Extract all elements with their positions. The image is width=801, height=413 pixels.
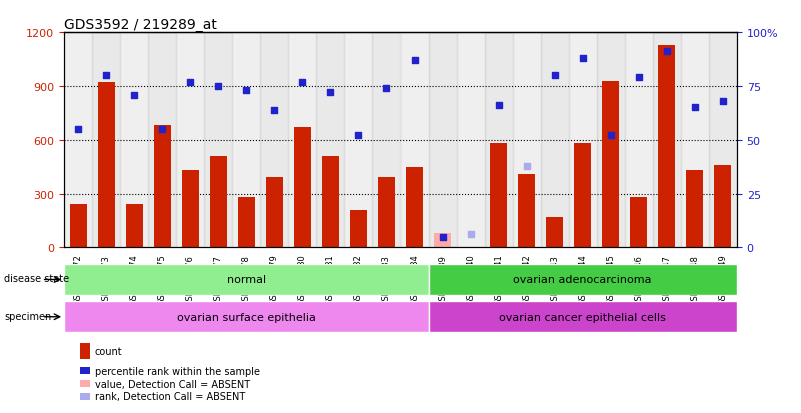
Bar — [546, 217, 563, 248]
Point — [72, 126, 85, 133]
Bar — [232, 33, 260, 248]
Point — [660, 49, 673, 56]
Text: value, Detection Call = ABSENT: value, Detection Call = ABSENT — [95, 379, 250, 389]
Point — [99, 73, 112, 79]
Point — [604, 133, 617, 140]
Bar — [92, 33, 120, 248]
Point — [464, 232, 477, 238]
Point — [520, 163, 533, 169]
Bar — [630, 198, 647, 248]
Bar — [210, 157, 227, 248]
Bar — [70, 205, 87, 248]
Bar — [400, 33, 429, 248]
Point — [380, 85, 392, 92]
Bar — [406, 167, 423, 248]
Point — [352, 133, 364, 140]
Bar — [378, 178, 395, 248]
Bar — [288, 33, 316, 248]
Point — [296, 79, 308, 86]
Bar — [204, 33, 232, 248]
Text: percentile rank within the sample: percentile rank within the sample — [95, 366, 260, 376]
Bar — [457, 33, 485, 248]
Point — [716, 98, 729, 105]
Point — [632, 75, 645, 81]
Point — [576, 55, 589, 62]
Bar — [485, 33, 513, 248]
Point — [688, 105, 701, 112]
Bar — [429, 301, 737, 332]
Point — [211, 83, 224, 90]
Point — [548, 73, 561, 79]
Text: ovarian cancer epithelial cells: ovarian cancer epithelial cells — [499, 312, 666, 322]
Point — [127, 92, 140, 99]
Point — [324, 90, 336, 97]
Point — [268, 107, 280, 114]
Text: ovarian adenocarcinoma: ovarian adenocarcinoma — [513, 275, 652, 285]
Point — [492, 103, 505, 109]
Text: normal: normal — [227, 275, 266, 285]
Bar — [322, 157, 339, 248]
Bar — [372, 33, 400, 248]
Text: ovarian surface epithelia: ovarian surface epithelia — [177, 312, 316, 322]
Point — [239, 88, 252, 94]
Bar — [658, 45, 675, 248]
Bar — [120, 33, 148, 248]
Text: disease state: disease state — [4, 274, 69, 284]
Bar — [266, 178, 283, 248]
Text: count: count — [95, 346, 122, 356]
Bar — [681, 33, 709, 248]
Bar — [238, 198, 255, 248]
Point — [183, 79, 196, 86]
Bar — [98, 83, 115, 248]
Bar — [625, 33, 653, 248]
Bar — [64, 33, 92, 248]
Bar — [176, 33, 204, 248]
Bar — [182, 171, 199, 248]
Bar — [316, 33, 344, 248]
Bar — [686, 171, 703, 248]
Bar — [569, 33, 597, 248]
Point — [436, 234, 449, 240]
Bar — [602, 81, 619, 248]
Bar — [429, 33, 457, 248]
Bar — [574, 144, 591, 248]
Bar — [709, 33, 737, 248]
Point — [408, 58, 421, 64]
Bar — [714, 166, 731, 248]
Bar — [126, 205, 143, 248]
Bar — [541, 33, 569, 248]
Point — [155, 126, 168, 133]
Bar — [429, 264, 737, 295]
Bar — [148, 33, 176, 248]
Bar — [597, 33, 625, 248]
Text: GDS3592 / 219289_at: GDS3592 / 219289_at — [64, 18, 217, 32]
Bar — [64, 264, 429, 295]
Bar — [350, 210, 367, 248]
Bar — [518, 174, 535, 248]
Bar — [434, 233, 451, 248]
Bar — [344, 33, 372, 248]
Bar — [294, 128, 311, 248]
Text: rank, Detection Call = ABSENT: rank, Detection Call = ABSENT — [95, 392, 245, 401]
Bar — [260, 33, 288, 248]
Bar — [64, 301, 429, 332]
Bar — [653, 33, 681, 248]
Text: specimen: specimen — [4, 311, 51, 321]
Bar — [154, 126, 171, 248]
Bar — [490, 144, 507, 248]
Bar — [513, 33, 541, 248]
